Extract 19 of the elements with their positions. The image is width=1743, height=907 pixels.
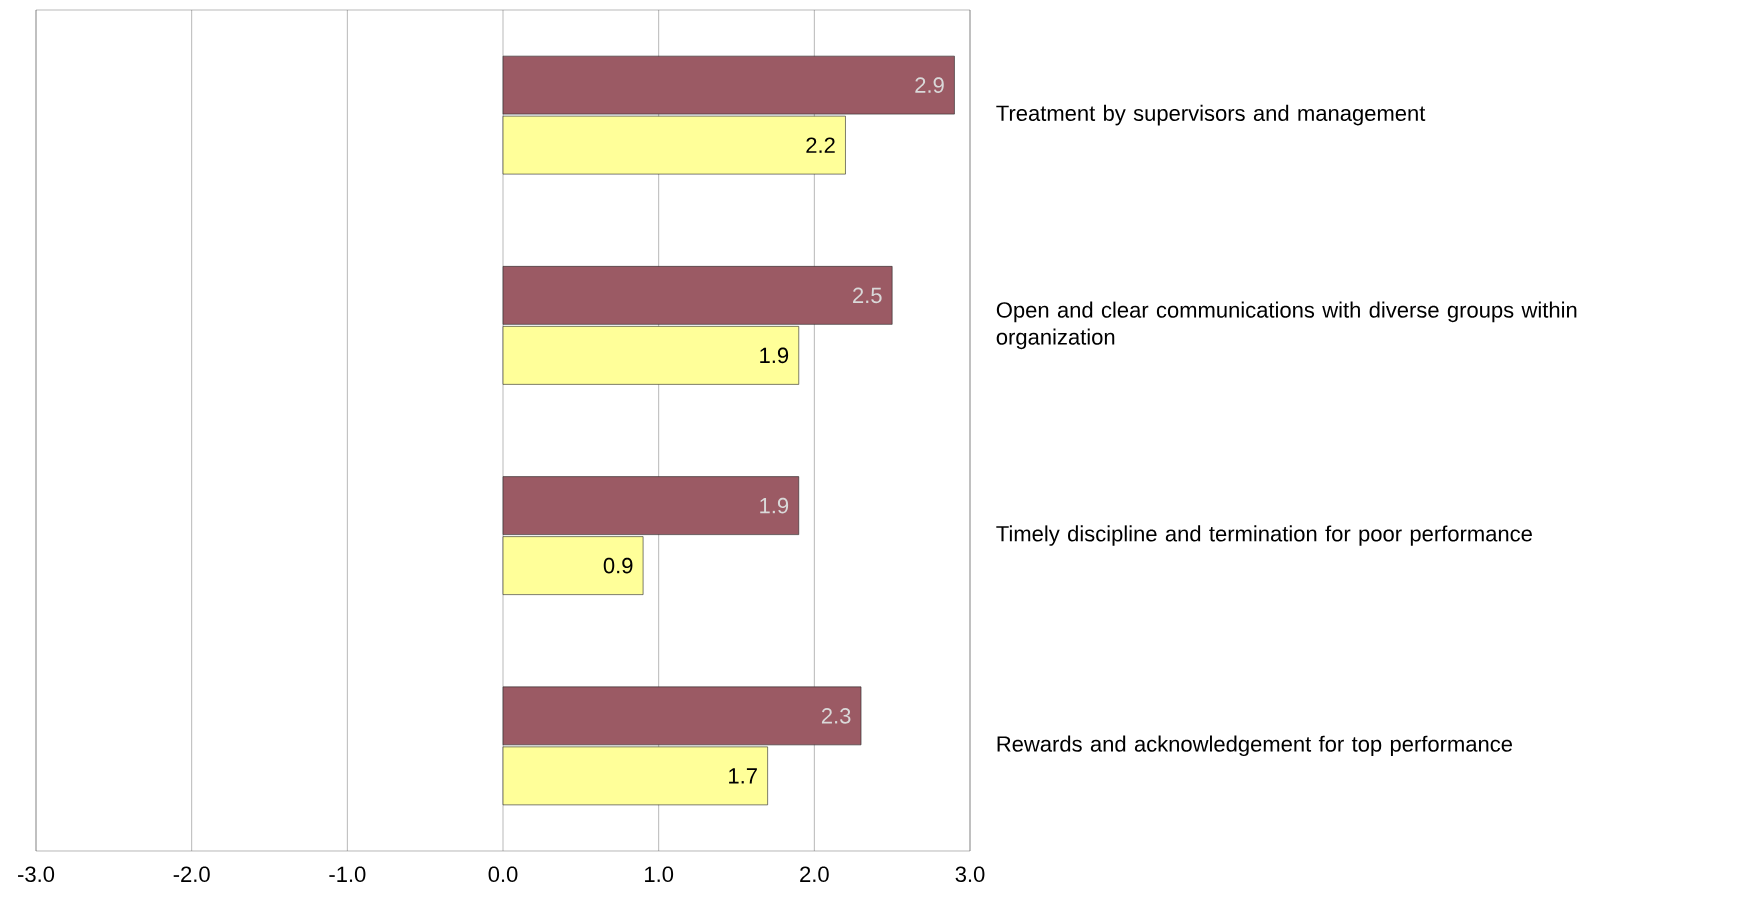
x-tick-label: -3.0	[18, 866, 55, 883]
data-label: 1.9	[760, 497, 789, 514]
data-label: 2.2	[806, 137, 835, 153]
data-label: 0.9	[603, 557, 633, 574]
data-label: 2.9	[915, 77, 944, 93]
data-label: 2.3	[821, 708, 851, 724]
y-tick-label: Open and clear communications with diverse groups within organization	[996, 301, 1577, 350]
data-label: 1.7	[729, 768, 757, 784]
x-tick-label: -1.0	[329, 866, 366, 883]
x-tick-label: 1.0	[645, 866, 674, 883]
y-tick-label: Rewards and acknowledgement for top performance	[997, 735, 1512, 757]
y-tick-label: Treatment by supervisors and management	[996, 104, 1426, 126]
x-tick-label: 3.0	[955, 866, 985, 883]
data-label: 1.9	[760, 347, 789, 364]
data-label: 2.5	[853, 287, 882, 304]
y-tick-label: Timely discipline and termination for poor performance	[996, 525, 1532, 546]
x-tick-label: 2.0	[800, 866, 829, 883]
x-tick-label: -2.0	[173, 866, 210, 883]
x-tick-label: 0.0	[488, 866, 518, 883]
